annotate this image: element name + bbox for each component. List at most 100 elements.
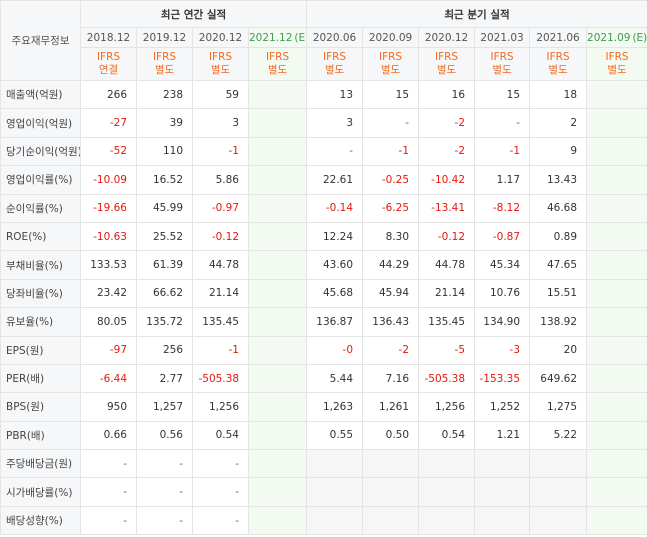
table-cell: -0.87 [474, 221, 531, 252]
column-date: 2021.06 [536, 32, 580, 44]
row-label: BPS(원) [0, 392, 81, 422]
table-cell: -2 [418, 136, 476, 167]
annual-group-header: 최근 연간 실적 [79, 0, 308, 28]
table-cell: 44.29 [362, 250, 420, 280]
table-cell [474, 505, 531, 536]
table-cell: -0 [306, 335, 364, 365]
table-cell: 22.61 [306, 165, 364, 195]
table-row: ROE(%) -10.63 25.52 -0.12 12.24 8.30 -0.12 -0.8… [0, 221, 647, 252]
column-date: 2020.06 [312, 32, 357, 44]
table-cell [306, 477, 364, 507]
consolidation-type: 별도 [607, 64, 627, 76]
column-header-5: 2020.09 IFRS 별도 [362, 27, 420, 81]
table-cell: -10.63 [80, 221, 137, 252]
table-cell [247, 420, 308, 451]
table-cell: 1,263 [306, 392, 364, 422]
table-row: 시가배당률(%) - - - [0, 477, 647, 507]
table-cell: 3 [306, 108, 364, 138]
table-cell [418, 477, 476, 507]
table-cell: 136.87 [306, 307, 364, 337]
table-cell: 138.92 [529, 307, 588, 337]
table-cell: 0.66 [80, 420, 137, 451]
table-row: EPS(원) -97 256 -1 -0 -2 -5 -3 20 [0, 335, 647, 365]
table-cell [586, 505, 647, 536]
table-cell: -13.41 [418, 193, 476, 223]
column-date: 2018.12 [86, 32, 131, 44]
table-cell: 135.45 [192, 307, 249, 337]
table-cell: -0.14 [306, 193, 364, 223]
table-cell: - [136, 477, 193, 507]
table-cell [247, 363, 308, 394]
row-label: PBR(배) [0, 420, 81, 451]
row-label: 영업이익률(%) [0, 165, 81, 195]
column-header-2: 2020.12 IFRS 별도 [192, 27, 249, 81]
table-cell: 59 [192, 79, 249, 110]
table-row: PBR(배) 0.66 0.56 0.54 0.55 0.50 0.54 1.21 5.22 [0, 420, 647, 451]
table-cell [586, 250, 647, 280]
accounting-standard: IFRS [434, 51, 459, 63]
accounting-standard: IFRS [546, 51, 570, 63]
column-header-8: 2021.06 IFRS 별도 [529, 27, 588, 81]
table-cell [586, 335, 647, 365]
accounting-standard: IFRS [265, 51, 290, 63]
column-date: 2021.12 [249, 32, 293, 44]
consolidation-type: 별도 [154, 64, 175, 76]
quarter-group-header: 최근 분기 실적 [306, 0, 647, 28]
table-cell: -0.12 [418, 221, 476, 252]
table-cell: 16 [418, 79, 476, 110]
table-cell: -6.44 [80, 363, 137, 394]
table-cell [529, 449, 588, 479]
table-cell: -505.38 [418, 363, 476, 394]
table-cell: 15.51 [529, 278, 588, 309]
table-cell: -52 [80, 136, 137, 167]
table-cell: 0.56 [136, 420, 193, 451]
table-cell [586, 392, 647, 422]
row-label: 배당성향(%) [0, 505, 81, 536]
table-cell: 46.68 [529, 193, 588, 223]
column-header-0: 2018.12 IFRS 연결 [80, 27, 137, 81]
table-cell: 266 [80, 79, 137, 110]
table-cell: 25.52 [136, 221, 193, 252]
table-cell [247, 136, 308, 167]
table-cell: - [136, 449, 193, 479]
table-cell [306, 449, 364, 479]
table-cell [247, 477, 308, 507]
table-cell [586, 108, 647, 138]
table-cell [586, 420, 647, 451]
row-label: EPS(원) [0, 335, 81, 365]
table-cell: 0.89 [529, 221, 588, 252]
consolidation-type: 별도 [380, 64, 401, 76]
table-cell: -97 [80, 335, 137, 365]
table-cell: -2 [418, 108, 476, 138]
table-row: 유보율(%) 80.05 135.72 135.45 136.87 136.43 135.4… [0, 307, 647, 337]
table-cell: -0.25 [362, 165, 420, 195]
table-cell: 5.22 [529, 420, 588, 451]
table-cell: 5.86 [192, 165, 249, 195]
table-cell: 0.54 [192, 420, 249, 451]
table-cell [362, 449, 420, 479]
table-cell [247, 79, 308, 110]
table-cell: 256 [136, 335, 193, 365]
row-label: 주당배당금(원) [0, 449, 81, 479]
table-cell [586, 221, 647, 252]
table-row: 당기순이익(억원) -52 110 -1- -1 -2 -1 9 [0, 136, 647, 167]
row-label: 매출액(억원) [0, 79, 81, 110]
column-date: 2020.12 [198, 32, 243, 44]
column-date: 2019.12 [142, 32, 187, 44]
table-cell: 1,256 [192, 392, 249, 422]
row-label: PER(배) [0, 363, 81, 394]
accounting-standard: IFRS [322, 51, 347, 63]
table-cell: 7.16 [362, 363, 420, 394]
table-row: 영업이익률(%) -10.09 16.52 5.86 22.61 -0.25 -10.42 1… [0, 165, 647, 195]
table-cell [586, 307, 647, 337]
table-cell [362, 505, 420, 536]
table-cell: 16.52 [136, 165, 193, 195]
table-cell: -2 [362, 335, 420, 365]
table-row: 영업이익(억원) -27 39 3 3- -2-2 [0, 108, 647, 138]
table-cell: -10.09 [80, 165, 137, 195]
table-cell: 45.68 [306, 278, 364, 309]
column-header-6: 2020.12 IFRS 별도 [418, 27, 476, 81]
table-cell: -153.35 [474, 363, 531, 394]
table-cell: 1,257 [136, 392, 193, 422]
